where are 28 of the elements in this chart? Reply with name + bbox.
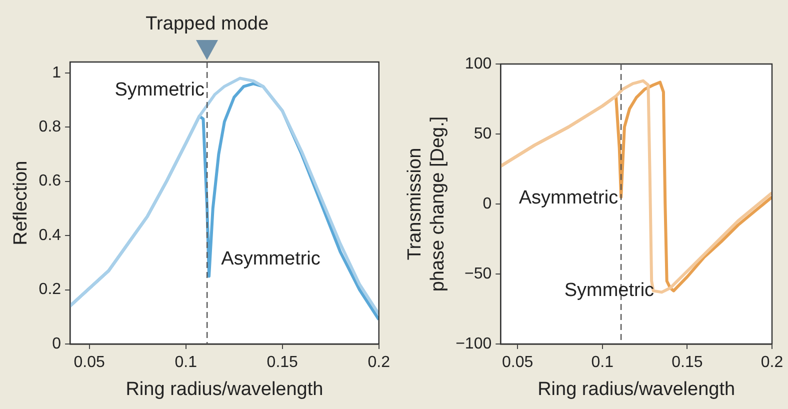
- y-tick-label: 50: [474, 125, 492, 142]
- x-tick-label: 0.2: [368, 354, 390, 372]
- y-tick-label: 0.4: [38, 226, 62, 244]
- y-tick-label: 0: [52, 335, 62, 352]
- y-axis-title: Reflection: [10, 160, 32, 246]
- annotation: Asymmetric: [518, 188, 618, 209]
- x-tick-label: 0.05: [74, 354, 106, 372]
- annotation: Symmetric: [114, 79, 204, 100]
- y-tick-label: 0.2: [38, 281, 62, 298]
- x-tick-label: 0.05: [502, 354, 534, 372]
- y-axis-title: Transmission phase change [Deg.]: [404, 116, 448, 292]
- x-tick-label: 0.1: [591, 354, 614, 372]
- annotation: Symmetric: [564, 280, 654, 302]
- y-tick-label: 1: [52, 64, 62, 82]
- y-tick-label: −50: [464, 265, 492, 282]
- x-tick-label: 0.15: [672, 354, 703, 372]
- y-tick-label: 0: [482, 195, 492, 212]
- ref-line-label: Trapped mode: [146, 14, 269, 35]
- y-tick-label: 0.6: [38, 172, 62, 190]
- x-tick-label: 0.1: [174, 354, 198, 372]
- x-tick-label: 0.2: [760, 354, 784, 372]
- y-tick-label: −100: [456, 335, 492, 352]
- x-axis-title: Ring radius/wavelength: [126, 378, 324, 400]
- x-tick-label: 0.15: [266, 354, 298, 372]
- y-tick-label: 100: [464, 55, 492, 72]
- y-tick-label: 0.8: [38, 118, 62, 136]
- annotation: Asymmetric: [221, 248, 320, 270]
- x-axis-title: Ring radius/wavelength: [538, 378, 736, 400]
